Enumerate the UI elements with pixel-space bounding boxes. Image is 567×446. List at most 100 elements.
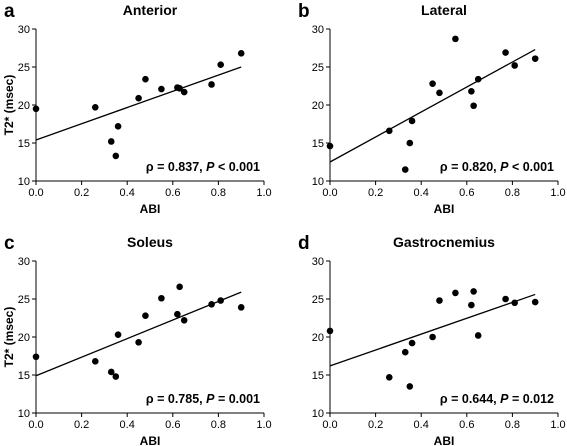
data-point (401, 166, 409, 173)
y-axis-label: T2* (msec) (2, 307, 16, 368)
y-tick-label: 20 (18, 100, 30, 112)
x-tick-label: 1.0 (550, 419, 565, 431)
y-tick-label: 20 (312, 332, 324, 344)
y-tick-label: 10 (312, 176, 324, 188)
stat-p-value: = 0.001 (214, 392, 260, 406)
x-axis-label: ABI (140, 202, 161, 216)
x-tick-label: 0.8 (211, 187, 226, 199)
x-tick-label: 0.4 (120, 187, 135, 199)
data-point (208, 81, 215, 88)
regression-line (35, 66, 242, 141)
regression-line (329, 48, 536, 163)
y-tick-label: 15 (18, 370, 30, 382)
data-point (326, 142, 334, 150)
y-tick-label: 30 (312, 256, 324, 268)
x-tick-label: 0.8 (505, 419, 520, 431)
data-point (217, 297, 224, 304)
data-point (468, 301, 475, 309)
data-point (474, 75, 482, 83)
y-tick-label: 20 (312, 100, 324, 112)
x-tick-label: 0.4 (120, 419, 135, 431)
y-tick-label: 10 (312, 408, 324, 420)
data-point (237, 304, 245, 311)
data-point (158, 294, 165, 302)
data-point (436, 89, 443, 97)
stat-annotation: ρ = 0.785, P = 0.001 (146, 392, 260, 406)
data-point (217, 61, 224, 69)
x-tick-label: 0.6 (459, 187, 474, 199)
x-tick-label: 0.8 (505, 187, 520, 199)
x-tick-label: 0.4 (414, 419, 429, 431)
data-point (474, 332, 482, 339)
y-tick-label: 15 (18, 138, 30, 150)
data-point (237, 50, 245, 57)
x-tick-label: 0.6 (165, 419, 180, 431)
panel-a: a Anterior 0.0 0.2 0.4 0.6 0.8 1.0 10 15 20 25 30 ABI… (2, 1, 272, 216)
x-tick-label: 1.0 (256, 419, 271, 431)
data-point (114, 331, 122, 339)
y-tick-label: 15 (312, 370, 324, 382)
data-point (429, 80, 436, 88)
x-tick-label: 0.4 (414, 187, 429, 199)
chart-title: Gastrocnemius (393, 234, 495, 250)
data-point (436, 297, 443, 304)
data-point (531, 55, 539, 62)
data-point (408, 117, 416, 125)
x-tick-label: 0.6 (165, 187, 180, 199)
x-tick-label: 0.8 (211, 419, 226, 431)
y-tick-label: 30 (312, 24, 324, 36)
data-point (452, 289, 459, 297)
data-point (385, 373, 393, 381)
data-point (502, 49, 509, 56)
stat-p-value: = 0.012 (508, 392, 554, 406)
y-tick-label: 25 (18, 62, 30, 74)
chart-title: Soleus (127, 234, 173, 250)
panel-c: c Soleus 0.0 0.2 0.4 0.6 0.8 1.0 10 15 20 25 30 ABI T2… (2, 233, 272, 446)
x-tick-label: 1.0 (256, 187, 271, 199)
x-tick-label: 0.0 (322, 419, 337, 431)
data-point (91, 103, 99, 111)
data-point (135, 339, 142, 346)
panel-letter: b (298, 1, 310, 22)
y-tick-label: 30 (18, 256, 30, 268)
stat-p-label: P (206, 392, 215, 406)
data-point (385, 127, 393, 135)
data-point (326, 327, 334, 335)
data-point (180, 88, 188, 96)
data-point (511, 299, 518, 307)
data-point (107, 138, 115, 145)
x-tick-label: 0.0 (28, 419, 43, 431)
x-tick-label: 0.2 (368, 187, 383, 199)
stat-rho: ρ = 0.785, (146, 392, 206, 406)
data-point (158, 85, 165, 93)
data-point (107, 368, 115, 376)
data-point (32, 105, 40, 113)
data-point (429, 333, 436, 341)
data-point (142, 312, 149, 320)
panel-letter: a (4, 1, 15, 22)
stat-rho: ρ = 0.820, (440, 160, 500, 174)
panel-b: b Lateral 0.0 0.2 0.4 0.6 0.8 1.0 10 15 20 25 30 ABI ρ… (298, 1, 566, 216)
data-point (401, 348, 409, 356)
stat-rho: ρ = 0.837, (146, 160, 206, 174)
stat-p-label: P (500, 160, 509, 174)
stat-p-label: P (206, 160, 215, 174)
regression-line (35, 291, 242, 377)
stat-annotation: ρ = 0.644, P = 0.012 (440, 392, 554, 406)
x-tick-label: 0.2 (74, 187, 89, 199)
data-point (452, 35, 459, 43)
data-point (176, 84, 183, 92)
x-tick-label: 0.0 (322, 187, 337, 199)
stat-annotation: ρ = 0.837, P < 0.001 (146, 160, 260, 174)
x-tick-label: 0.6 (459, 419, 474, 431)
data-point (502, 295, 509, 303)
data-point (112, 373, 120, 380)
data-point (406, 139, 414, 147)
x-tick-label: 0.2 (368, 419, 383, 431)
data-point (32, 353, 40, 361)
panel-letter: d (298, 233, 310, 254)
stat-rho: ρ = 0.644, (440, 392, 500, 406)
x-axis-label: ABI (140, 434, 161, 446)
data-point (468, 88, 475, 95)
data-point (406, 383, 414, 390)
